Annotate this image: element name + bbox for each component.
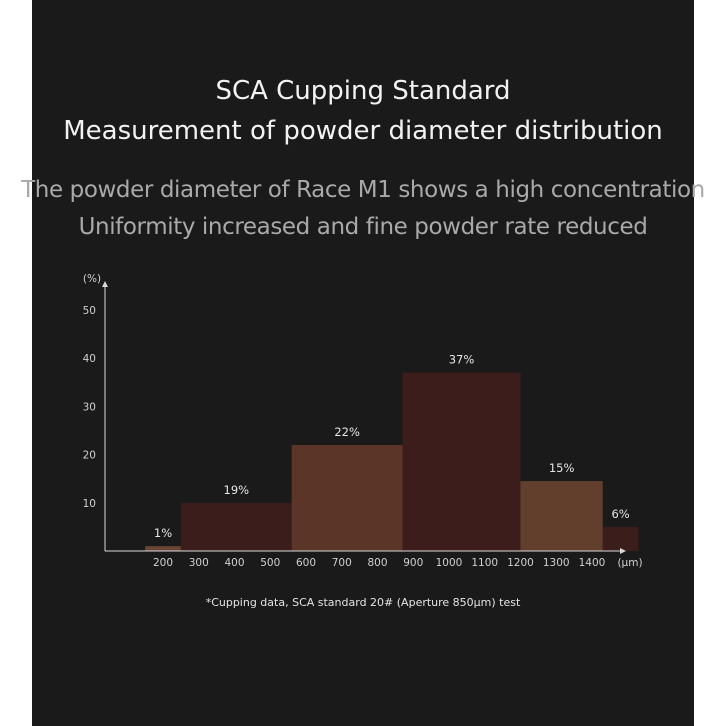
chart-subtitle-line2: Uniformity increased and fine powder rat… [78,214,648,240]
y-axis-unit-label: (%) [83,273,101,285]
y-tick-label-0: 10 [83,498,96,510]
bar-value-label-1: 19% [224,483,250,497]
x-tick-label-1: 300 [189,557,209,569]
chart-title-line2: Measurement of powder diameter distribut… [63,116,663,146]
chart-subtitle-line1: The powder diameter of Race M1 shows a h… [21,177,705,203]
y-tick-label-2: 30 [83,401,96,413]
footnote: *Cupping data, SCA standard 20# (Apertur… [205,596,521,609]
histogram-bar-5 [602,526,639,551]
bar-value-label-0: 1% [154,526,172,540]
bar-value-label-2: 22% [334,425,360,439]
x-tick-label-12: 1400 [579,557,606,569]
bar-value-label-4: 15% [549,461,575,475]
y-tick-label-3: 40 [83,353,96,365]
y-tick-label-4: 50 [83,305,96,317]
histogram-bar-3 [402,372,521,551]
x-tick-label-3: 500 [260,557,280,569]
chart-panel [32,0,694,726]
bar-value-label-5: 6% [611,507,629,521]
chart-title-line1: SCA Cupping Standard [215,76,511,106]
x-tick-label-5: 700 [332,557,352,569]
histogram-bar-1 [180,502,292,551]
y-axis-arrow [102,281,108,287]
x-axis-arrow [620,548,626,554]
y-tick-label-1: 20 [83,450,96,462]
histogram-bar-0 [145,546,181,551]
histogram-bar-2 [291,444,403,551]
x-axis-unit-label: (μm) [617,557,642,569]
x-tick-label-0: 200 [153,557,173,569]
x-tick-label-9: 1100 [471,557,498,569]
bar-value-label-3: 37% [449,353,475,367]
x-tick-label-4: 600 [296,557,316,569]
x-tick-label-8: 1000 [436,557,463,569]
x-tick-label-10: 1200 [507,557,534,569]
x-tick-label-11: 1300 [543,557,570,569]
x-tick-label-7: 900 [403,557,423,569]
histogram-bar-4 [520,481,603,551]
x-tick-label-6: 800 [367,557,387,569]
x-tick-label-2: 400 [224,557,244,569]
